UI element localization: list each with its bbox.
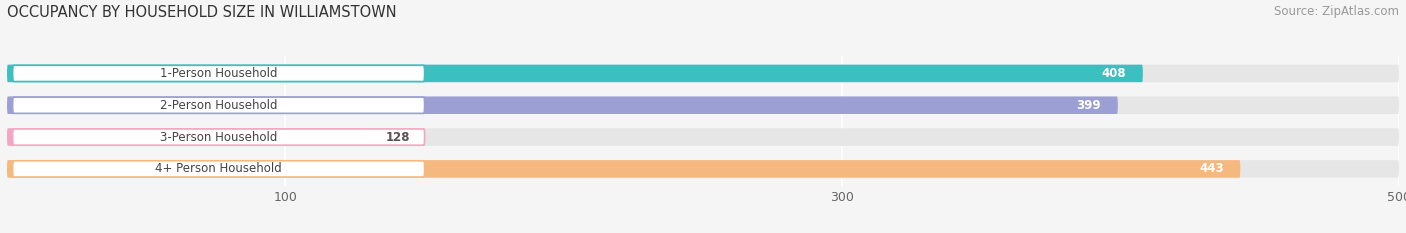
FancyBboxPatch shape [7, 160, 1399, 178]
Text: 128: 128 [385, 130, 411, 144]
FancyBboxPatch shape [7, 128, 1399, 146]
FancyBboxPatch shape [7, 96, 1399, 114]
FancyBboxPatch shape [13, 97, 425, 113]
Text: Source: ZipAtlas.com: Source: ZipAtlas.com [1274, 5, 1399, 18]
FancyBboxPatch shape [7, 96, 1118, 114]
Text: 4+ Person Household: 4+ Person Household [155, 162, 283, 175]
Text: 3-Person Household: 3-Person Household [160, 130, 277, 144]
Text: 443: 443 [1199, 162, 1223, 175]
FancyBboxPatch shape [13, 129, 425, 145]
FancyBboxPatch shape [7, 65, 1143, 82]
FancyBboxPatch shape [7, 160, 1240, 178]
Text: 2-Person Household: 2-Person Household [160, 99, 277, 112]
FancyBboxPatch shape [7, 128, 363, 146]
FancyBboxPatch shape [7, 65, 1399, 82]
Text: 399: 399 [1077, 99, 1101, 112]
Text: 1-Person Household: 1-Person Household [160, 67, 277, 80]
FancyBboxPatch shape [13, 161, 425, 177]
Text: OCCUPANCY BY HOUSEHOLD SIZE IN WILLIAMSTOWN: OCCUPANCY BY HOUSEHOLD SIZE IN WILLIAMST… [7, 5, 396, 20]
FancyBboxPatch shape [13, 65, 425, 82]
Text: 408: 408 [1101, 67, 1126, 80]
